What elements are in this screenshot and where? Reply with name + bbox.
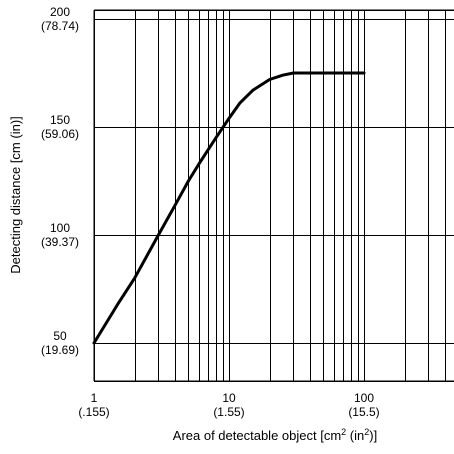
y-axis-label: Detecting distance [cm (in)] (8, 116, 23, 274)
x-tick-sublabel: (1.55) (213, 405, 244, 419)
y-tick-sublabel: (39.37) (41, 235, 79, 249)
y-tick-label: 100 (50, 221, 70, 235)
x-axis-ticks: 1(.155) 10(1.55) 100(15.5) (78, 391, 379, 419)
series-group (92, 71, 366, 345)
y-tick-sublabel: (19.69) (41, 343, 79, 357)
x-tick-sublabel: (15.5) (348, 405, 379, 419)
x-tick-label: 100 (354, 391, 374, 405)
series-line (92, 71, 366, 345)
plot-frame (93, 9, 454, 382)
y-tick-label: 200 (50, 5, 70, 19)
x-axis-label: Area of detectable object [cm2 (in2)] (173, 427, 377, 443)
y-tick-sublabel: (78.74) (41, 19, 79, 33)
x-tick-label: 10 (222, 391, 236, 405)
y-tick-label: 50 (53, 329, 67, 343)
y-tick-sublabel: (59.06) (41, 127, 79, 141)
y-axis-ticks: 50(19.69) 100(39.37) 150(59.06) 200(78.74) (41, 5, 79, 357)
x-tick-label: 1 (91, 391, 98, 405)
x-tick-sublabel: (.155) (78, 405, 109, 419)
y-tick-label: 150 (50, 113, 70, 127)
grid (94, 10, 454, 381)
